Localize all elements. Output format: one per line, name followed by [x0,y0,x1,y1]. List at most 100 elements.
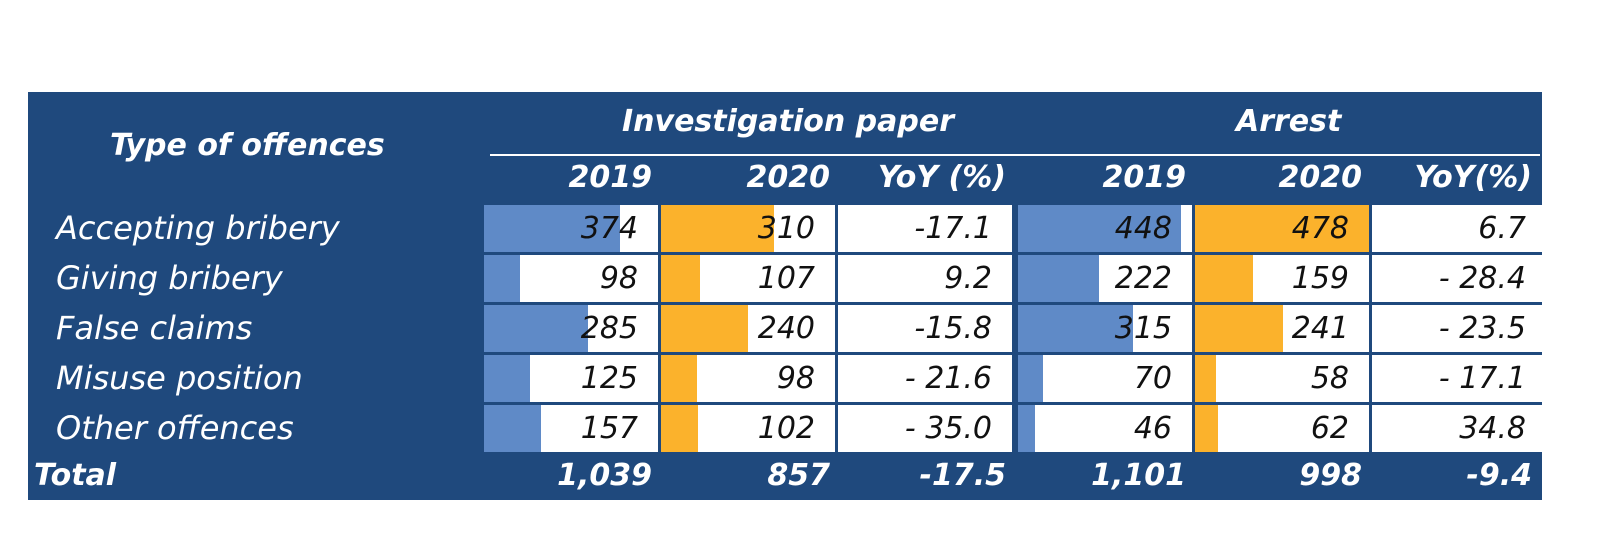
data-bar [1195,355,1217,402]
table-cell: -17.1 [838,205,1012,252]
cell-value: 9.2 [944,261,992,296]
table-cell: 58 [1195,355,1369,402]
cell-value: 240 [757,311,815,346]
table-cell: 285 [484,305,658,352]
cell-value: 102 [757,411,815,446]
cell-value: 125 [580,361,638,396]
cell-value: 107 [757,261,815,296]
data-bar [484,255,520,302]
cell-value: 374 [580,211,638,246]
table-cell: - 23.5 [1372,305,1546,352]
data-bar [661,205,774,252]
table-cell: 241 [1195,305,1369,352]
cell-value: 159 [1291,261,1349,296]
table-cell: - 35.0 [838,405,1012,452]
table-cell: - 17.1 [1372,355,1546,402]
table-cell: 310 [661,205,835,252]
data-bar [661,405,699,452]
cell-value: 478 [1291,211,1349,246]
total-value: 857 [767,458,830,493]
column-header: 2020 [746,160,831,195]
table-cell: 98 [661,355,835,402]
table-cell: 222 [1018,255,1192,302]
cell-value: 98 [599,261,638,296]
cell-value: 70 [1133,361,1172,396]
group-header-divider [490,154,1540,156]
total-value: 1,039 [557,458,652,493]
data-bar [484,305,588,352]
data-bar [1195,255,1253,302]
table-cell: 448 [1018,205,1192,252]
table-cell: - 21.6 [838,355,1012,402]
row-label: Accepting bribery [56,209,340,247]
total-value: -9.4 [1466,458,1532,493]
table-cell: 315 [1018,305,1192,352]
data-bar [484,405,542,452]
data-bar [1195,305,1283,352]
column-header: 2019 [1102,160,1187,195]
table-cell: 157 [484,405,658,452]
data-bar [1195,205,1369,252]
cell-value: 310 [757,211,815,246]
table-cell: 102 [661,405,835,452]
group-header-arrest: Arrest [1236,104,1342,139]
data-bar [1018,405,1035,452]
data-bar [1195,405,1218,452]
cell-value: 285 [580,311,638,346]
cell-value: 241 [1291,311,1349,346]
row-label: Other offences [56,409,294,447]
cell-value: - 35.0 [904,411,992,446]
data-bar [1018,355,1044,402]
row-label: Misuse position [56,359,303,397]
column-header: 2020 [1278,160,1363,195]
table-cell: 374 [484,205,658,252]
data-bar [661,305,749,352]
table-cell: 240 [661,305,835,352]
group-header-investigation: Investigation paper [622,104,954,139]
cell-value: 6.7 [1478,211,1526,246]
table-cell: 107 [661,255,835,302]
cell-value: - 21.6 [904,361,992,396]
total-value: 998 [1299,458,1362,493]
table-cell: 34.8 [1372,405,1546,452]
cell-value: - 28.4 [1438,261,1526,296]
cell-value: 98 [776,361,815,396]
column-header: 2019 [568,160,653,195]
cell-value: 62 [1310,411,1349,446]
cell-value: 46 [1133,411,1172,446]
data-bar [484,205,621,252]
cell-value: 34.8 [1459,411,1526,446]
data-bar [661,355,697,402]
row-label: Giving bribery [56,259,283,297]
column-header: YoY(%) [1414,160,1532,195]
cell-value: 157 [580,411,638,446]
table-cell: 159 [1195,255,1369,302]
table-cell: 6.7 [1372,205,1546,252]
data-bar [1018,305,1133,352]
table-cell: -15.8 [838,305,1012,352]
cell-value: 448 [1114,211,1172,246]
table-cell: 9.2 [838,255,1012,302]
row-label: False claims [56,309,253,347]
data-bar [1018,205,1182,252]
cell-value: 315 [1114,311,1172,346]
table-cell: 478 [1195,205,1369,252]
table-cell: - 28.4 [1372,255,1546,302]
column-header: YoY (%) [877,160,1006,195]
table-cell: 125 [484,355,658,402]
data-bar [661,255,700,302]
row-header: Type of offences [110,128,385,163]
table-cell: 98 [484,255,658,302]
table-cell: 46 [1018,405,1192,452]
table-cell: 62 [1195,405,1369,452]
cell-value: 222 [1114,261,1172,296]
cell-value: - 17.1 [1438,361,1526,396]
data-bar [484,355,530,402]
total-label: Total [34,458,117,493]
total-value: 1,101 [1091,458,1186,493]
cell-value: 58 [1310,361,1349,396]
data-bar [1018,255,1099,302]
table-cell: 70 [1018,355,1192,402]
cell-value: -15.8 [914,311,992,346]
cell-value: -17.1 [914,211,992,246]
